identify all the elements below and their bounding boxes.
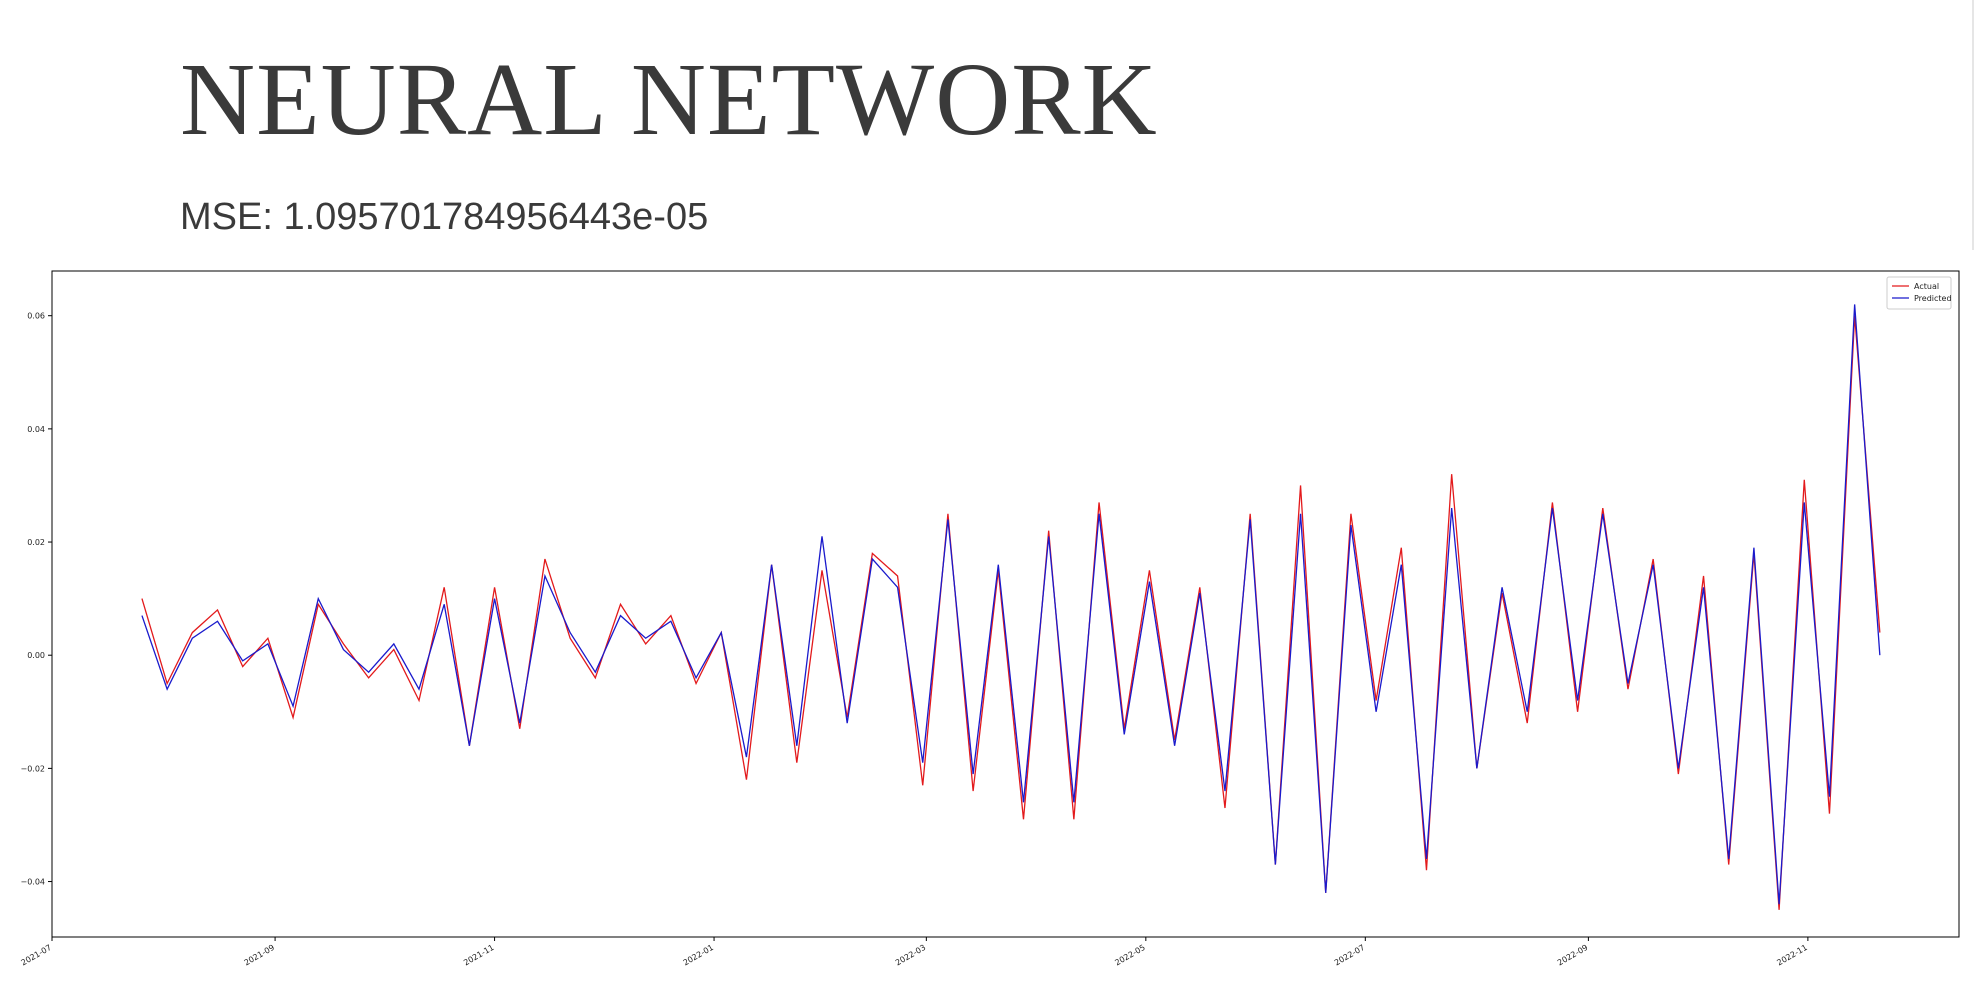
series-line xyxy=(141,304,1881,905)
legend-label: Predicted xyxy=(1914,294,1952,303)
x-tick-label: 2022-05 xyxy=(1113,943,1146,968)
scrollbar xyxy=(1972,0,1974,250)
y-tick-label: 0.06 xyxy=(27,312,45,321)
y-tick-label: 0.02 xyxy=(27,538,45,547)
x-tick-label: 2022-01 xyxy=(682,943,715,968)
y-tick-label: −0.04 xyxy=(20,878,45,887)
y-tick-label: 0.00 xyxy=(27,651,45,660)
mse-text: MSE: 1.095701784956443e-05 xyxy=(180,196,709,238)
plot-frame xyxy=(51,270,1960,938)
x-tick-label: 2022-11 xyxy=(1775,943,1808,968)
y-tick-label: −0.02 xyxy=(20,764,45,773)
page-title: NEURAL NETWORK xyxy=(180,42,1158,157)
x-tick-label: 2021-09 xyxy=(243,943,276,968)
legend-label: Actual xyxy=(1914,282,1939,291)
x-tick-label: 2022-07 xyxy=(1333,943,1366,968)
legend-box xyxy=(1886,276,1952,310)
series-line xyxy=(141,315,1881,910)
x-tick-label: 2021-07 xyxy=(20,943,53,968)
x-tick-label: 2022-03 xyxy=(894,943,927,968)
x-tick-label: 2021-11 xyxy=(462,943,495,968)
x-tick-label: 2022-09 xyxy=(1556,943,1589,968)
y-tick-label: 0.04 xyxy=(27,425,45,434)
